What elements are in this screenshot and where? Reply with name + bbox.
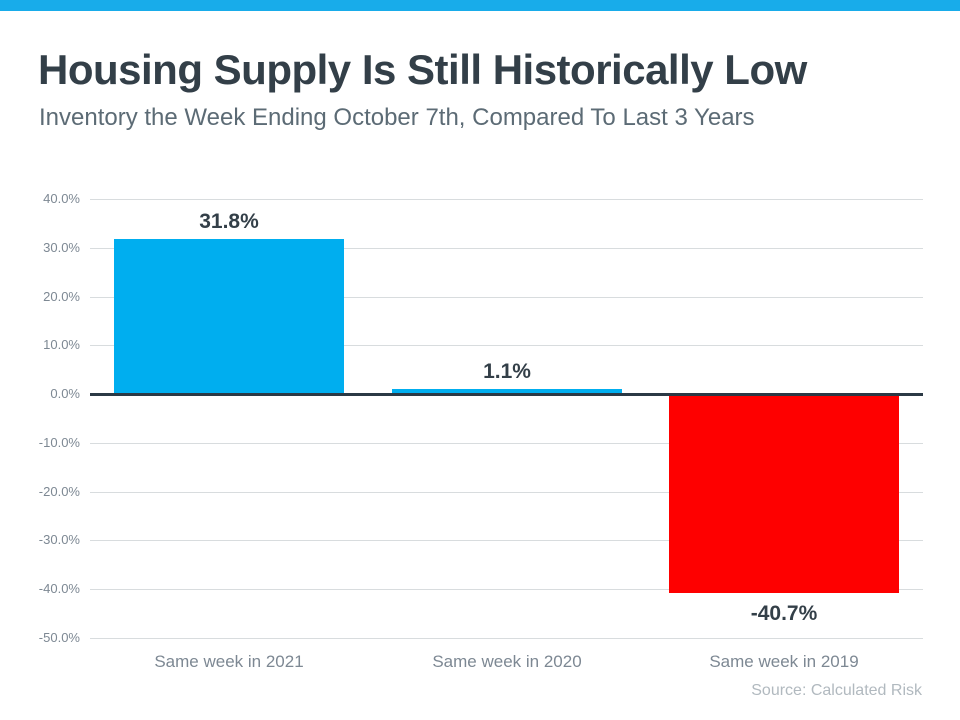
bar-value-label: 1.1% xyxy=(483,360,531,383)
y-axis-tick-label: -30.0% xyxy=(38,532,80,547)
x-axis-category-label: Same week in 2021 xyxy=(154,652,304,671)
gridline xyxy=(90,443,923,444)
y-axis-tick-label: -10.0% xyxy=(38,435,80,450)
page-title: Housing Supply Is Still Historically Low xyxy=(38,46,807,93)
y-axis-tick-label: -50.0% xyxy=(38,630,80,645)
y-axis-tick-label: 20.0% xyxy=(43,289,80,304)
y-axis-tick-label: 10.0% xyxy=(43,337,80,352)
x-axis-category-label: Same week in 2019 xyxy=(709,652,859,671)
bar-same-week-in-2021 xyxy=(114,239,344,394)
gridline xyxy=(90,248,923,249)
gridline xyxy=(90,199,923,200)
bar-same-week-in-2020 xyxy=(392,389,622,394)
gridline xyxy=(90,345,923,346)
y-axis-tick-label: -40.0% xyxy=(38,581,80,596)
top-accent-bar xyxy=(0,0,960,11)
y-axis-tick-label: 0.0% xyxy=(50,386,80,401)
x-axis-category-label: Same week in 2020 xyxy=(432,652,582,671)
gridline xyxy=(90,540,923,541)
gridline xyxy=(90,492,923,493)
page-subtitle: Inventory the Week Ending October 7th, C… xyxy=(39,104,755,131)
gridline xyxy=(90,297,923,298)
bar-value-label: 31.8% xyxy=(199,210,259,233)
gridline xyxy=(90,589,923,590)
gridline xyxy=(90,638,923,639)
y-axis-tick-label: 30.0% xyxy=(43,240,80,255)
y-axis-tick-label: -20.0% xyxy=(38,484,80,499)
bar-value-label: -40.7% xyxy=(750,602,818,625)
bar-same-week-in-2019 xyxy=(669,394,899,593)
source-credit: Source: Calculated Risk xyxy=(751,682,922,699)
y-axis-tick-label: 40.0% xyxy=(43,191,80,206)
zero-axis-line xyxy=(90,393,923,396)
